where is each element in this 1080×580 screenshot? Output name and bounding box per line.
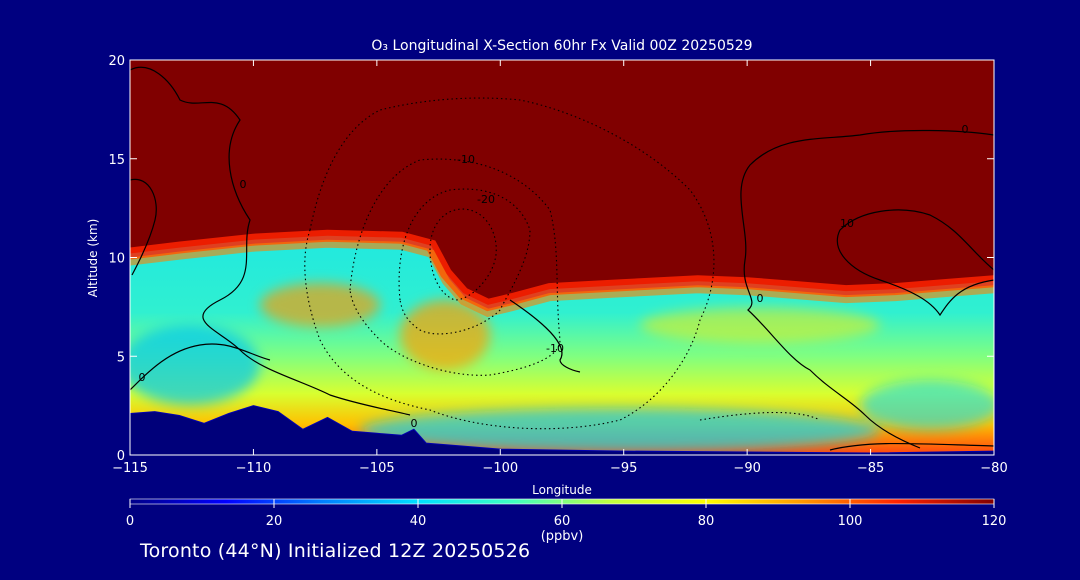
colorbar-tick-label: 120: [982, 514, 1007, 529]
y-axis: 0 5 10 15 20: [108, 54, 994, 464]
tropopause-edge-inner: [130, 239, 994, 318]
contour-zero-mid: [509, 299, 581, 373]
x-tick-label: −95: [610, 461, 637, 476]
y-tick-label: 5: [117, 350, 125, 365]
contour-label: 0: [411, 417, 418, 430]
contour-lines: [130, 66, 994, 451]
y-tick-label: 0: [117, 449, 125, 464]
plot-area: [130, 60, 994, 455]
contour-labels: 0 0 0 0 0 -10 -20 -10 10: [139, 123, 969, 430]
terrain: [130, 405, 994, 455]
colorbar-ticks: 0 20 40 60 80 100 120: [126, 499, 1007, 529]
contour-label: 0: [757, 292, 764, 305]
stratosphere-fill: [130, 60, 994, 305]
x-tick-label: −100: [482, 461, 518, 476]
colorbar-tick-label: 0: [126, 514, 134, 529]
y-axis-label: Altitude (km): [86, 219, 100, 298]
tropopause-edge: [130, 229, 994, 312]
contour-minus30: [429, 208, 497, 301]
colorbar-tick-label: 60: [554, 514, 571, 529]
colorbar-label: (ppbv): [541, 529, 584, 544]
contour-zero-lower-west: [130, 343, 271, 391]
contour-minus20: [398, 188, 531, 335]
contour-zero-east: [740, 129, 994, 449]
contour-minus10-inner: [349, 158, 561, 376]
chart-title: O₃ Longitudinal X-Section 60hr Fx Valid …: [371, 38, 752, 54]
y-tick-label: 15: [108, 153, 125, 168]
contour-zero-southeast: [829, 442, 994, 451]
y-tick-label: 20: [108, 54, 125, 69]
colorbar-tick-label: 80: [698, 514, 715, 529]
x-tick-label: −90: [733, 461, 760, 476]
x-tick-label: −105: [359, 461, 395, 476]
negative-contours: [304, 97, 821, 430]
low-ozone-feature-south: [360, 408, 880, 452]
contour-label: 0: [240, 178, 247, 191]
colorbar-tick-label: 100: [838, 514, 863, 529]
contour-ten-east: [836, 209, 994, 317]
low-ozone-feature-east: [860, 380, 994, 430]
colorbar-tick-label: 40: [410, 514, 427, 529]
y-tick-label: 10: [108, 252, 125, 267]
x-tick-label: −85: [857, 461, 884, 476]
ozone-features: [130, 283, 994, 452]
contour-label: -10: [546, 342, 564, 355]
contour-minus10-east: [699, 411, 821, 421]
contour-label: 0: [139, 371, 146, 384]
contour-label: -10: [457, 153, 475, 166]
contour-label: -20: [477, 193, 495, 206]
footer-caption: Toronto (44°N) Initialized 12Z 20250526: [140, 540, 531, 562]
high-ozone-feature-fold: [400, 300, 490, 370]
contour-zero-west: [130, 66, 411, 416]
colorbar-tick-label: 20: [266, 514, 283, 529]
x-axis: −115 −110 −105 −100 −95 −90 −85 −80: [112, 60, 1008, 476]
contour-label: 0: [962, 123, 969, 136]
x-tick-label: −110: [236, 461, 272, 476]
contour-label: 10: [840, 217, 854, 230]
low-ozone-feature-west: [130, 325, 260, 405]
contour-zero-left-edge: [130, 178, 157, 276]
x-tick-label: −80: [980, 461, 1007, 476]
high-ozone-feature-west: [260, 283, 380, 327]
moderate-ozone-feature-east: [640, 307, 880, 343]
x-axis-label: Longitude: [532, 483, 592, 497]
x-tick-label: −115: [112, 461, 148, 476]
